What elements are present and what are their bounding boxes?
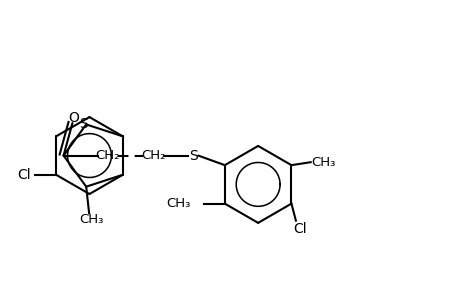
Text: S: S bbox=[188, 148, 197, 163]
Text: Cl: Cl bbox=[17, 168, 30, 182]
Text: Cl: Cl bbox=[293, 222, 307, 236]
Text: S: S bbox=[78, 117, 87, 131]
Text: CH₃: CH₃ bbox=[166, 197, 190, 210]
Text: CH₂: CH₂ bbox=[141, 149, 166, 162]
Text: O: O bbox=[67, 111, 78, 125]
Text: CH₃: CH₃ bbox=[79, 213, 103, 226]
Text: CH₂: CH₂ bbox=[95, 149, 120, 162]
Text: CH₃: CH₃ bbox=[310, 156, 335, 169]
